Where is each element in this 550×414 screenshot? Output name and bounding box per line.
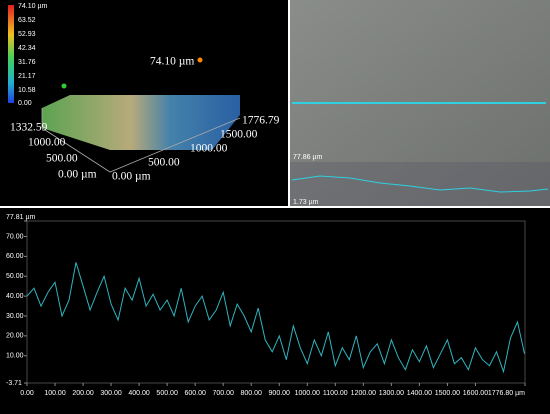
x-tick-label: 200.00 <box>72 390 94 397</box>
y-axis-label: 500.00 <box>46 153 78 165</box>
plot-frame <box>26 220 526 384</box>
y-tick-label: 40.00 <box>6 293 24 300</box>
x-axis-label: 500.00 <box>148 157 180 169</box>
image-label: 77.86 µm <box>293 154 322 161</box>
x-tick-label: 700.00 <box>212 390 234 397</box>
x-tick-label: 1600.00 <box>463 390 488 397</box>
x-tick-label: 0.00 <box>20 390 34 397</box>
x-tick-label: 300.00 <box>100 390 122 397</box>
colorbar-label: 21.17 <box>18 73 36 80</box>
x-axis-label: 1500.00 <box>220 129 258 141</box>
y-tick-label: 60.00 <box>6 253 24 260</box>
y-axis-label: 0.00 µm <box>58 169 97 181</box>
y-tick-label: 30.00 <box>6 313 24 320</box>
colorbar <box>8 5 14 103</box>
surface <box>42 95 240 150</box>
colorbar-label: 74.10 µm <box>18 3 47 10</box>
x-axis-label: 1000.00 <box>190 143 228 155</box>
marker <box>61 83 67 89</box>
y-tick-label: 20.00 <box>6 333 24 340</box>
x-tick-label: 1500.00 <box>435 390 460 397</box>
x-tick-label: 800.00 <box>241 390 263 397</box>
x-tick-label: 400.00 <box>128 390 150 397</box>
y-tick-label: 50.00 <box>6 273 24 280</box>
x-axis-label: 1776.79 <box>242 115 280 127</box>
colorbar-label: 31.76 <box>18 59 36 66</box>
y-tick-label: 70.00 <box>6 233 24 240</box>
x-tick-label: 900.00 <box>269 390 291 397</box>
colorbar-label: 63.52 <box>18 17 36 24</box>
x-tick-label: 1000.00 <box>295 390 320 397</box>
x-tick-label: 1300.00 <box>379 390 404 397</box>
profile-trace <box>26 262 525 374</box>
image-label: 1.73 µm <box>293 199 319 206</box>
y-axis-label: 1000.00 <box>28 137 66 149</box>
x-tick-label: 600.00 <box>184 390 206 397</box>
colorbar-label: 0.00 <box>18 100 32 107</box>
x-tick-label: 1400.00 <box>407 390 432 397</box>
y-tick-label: 77.81 µm <box>6 214 35 221</box>
x-tick-label: 1776.80 µm <box>488 390 525 397</box>
y-tick-label: -3.71 <box>6 380 22 387</box>
colorbar-label: 10.58 <box>18 87 36 94</box>
colorbar-label: 42.34 <box>18 45 36 52</box>
x-tick-label: 1100.00 <box>323 390 348 397</box>
profile-panel <box>0 208 550 414</box>
y-axis-label: 1332.59 <box>10 122 48 134</box>
x-tick-label: 1200.00 <box>351 390 376 397</box>
y-tick-label: 10.00 <box>6 353 24 360</box>
overlay-trace <box>291 175 549 193</box>
marker <box>197 57 203 63</box>
x-axis-label: 0.00 µm <box>112 171 151 183</box>
colorbar-label: 52.93 <box>18 31 36 38</box>
profile-overlay <box>290 162 550 206</box>
axes-3d <box>41 117 241 173</box>
x-tick-label: 500.00 <box>156 390 178 397</box>
peak-label: 74.10 µm <box>150 56 194 68</box>
x-tick-label: 100.00 <box>44 390 66 397</box>
